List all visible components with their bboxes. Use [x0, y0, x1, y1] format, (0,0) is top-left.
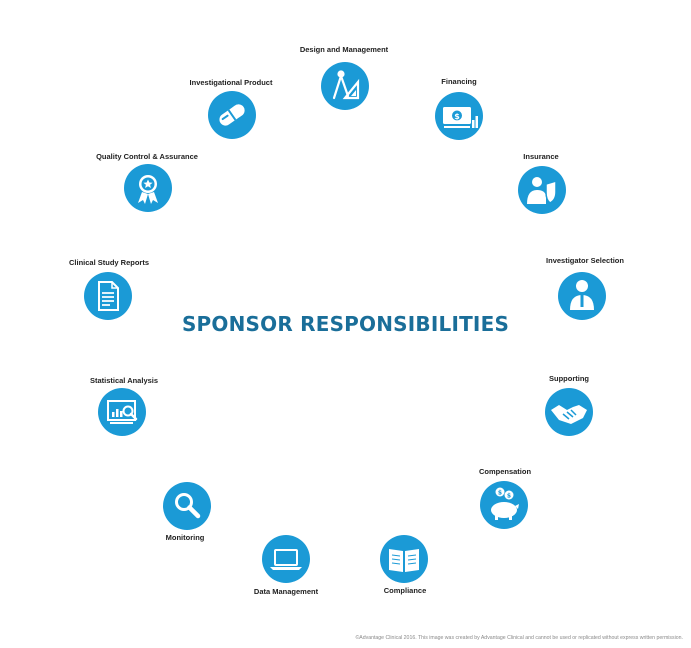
label-statistical-analysis: Statistical Analysis	[89, 376, 159, 385]
label-compliance: Compliance	[383, 586, 427, 595]
node-investigational-product	[208, 91, 256, 139]
award-badge-icon	[138, 175, 158, 204]
handshake-icon	[551, 405, 587, 424]
node-circle	[98, 388, 146, 436]
node-insurance	[518, 166, 566, 214]
node-design-and-management	[321, 62, 369, 110]
label-quality-control-assurance: Quality Control & Assurance	[96, 152, 198, 161]
node-clinical-study-reports	[84, 272, 132, 320]
node-quality-control-assurance	[124, 164, 172, 212]
capsule-icon	[219, 104, 245, 126]
node-investigator-selection	[558, 272, 606, 320]
label-compensation: Compensation	[478, 467, 532, 476]
node-circle	[163, 482, 211, 530]
piggy-bank-icon: $ $	[491, 487, 519, 520]
node-circle	[321, 62, 369, 110]
node-circle	[84, 272, 132, 320]
document-icon	[98, 281, 119, 311]
label-investigator-selection: Investigator Selection	[546, 256, 624, 265]
node-circle	[518, 166, 566, 214]
node-circle	[558, 272, 606, 320]
money-icon: $	[443, 107, 478, 128]
node-compliance	[380, 535, 428, 583]
diagram-title: SPONSOR RESPONSIBILITIES	[181, 312, 510, 336]
open-book-icon	[389, 549, 419, 572]
node-circle	[545, 388, 593, 436]
label-design-and-management: Design and Management	[299, 45, 389, 54]
person-icon	[570, 280, 594, 310]
node-circle: $	[435, 92, 483, 140]
person-shield-icon	[527, 177, 557, 204]
node-circle	[262, 535, 310, 583]
svg-text:$: $	[454, 112, 460, 121]
copyright-note: ©Advantage Clinical 2016. This image was…	[355, 635, 683, 641]
node-circle	[380, 535, 428, 583]
node-circle: $ $	[480, 481, 528, 529]
node-statistical-analysis	[98, 388, 146, 436]
label-financing: Financing	[441, 77, 477, 86]
label-investigational-product: Investigational Product	[189, 78, 273, 87]
node-data-management	[262, 535, 310, 583]
label-supporting: Supporting	[549, 374, 589, 383]
svg-text:$: $	[498, 490, 502, 497]
node-financing: $	[435, 92, 483, 140]
node-circle	[124, 164, 172, 212]
analytics-screen-icon	[107, 400, 138, 424]
label-clinical-study-reports: Clinical Study Reports	[68, 258, 150, 267]
label-data-management: Data Management	[253, 587, 319, 596]
svg-text:$: $	[507, 493, 511, 500]
node-circle	[208, 91, 256, 139]
compass-ruler-icon	[332, 70, 360, 100]
node-monitoring	[163, 482, 211, 530]
magnifier-icon	[175, 493, 201, 519]
label-insurance: Insurance	[523, 152, 559, 161]
laptop-icon	[270, 549, 302, 570]
label-monitoring: Monitoring	[165, 533, 205, 542]
node-compensation: $ $	[480, 481, 528, 529]
node-supporting	[545, 388, 593, 436]
